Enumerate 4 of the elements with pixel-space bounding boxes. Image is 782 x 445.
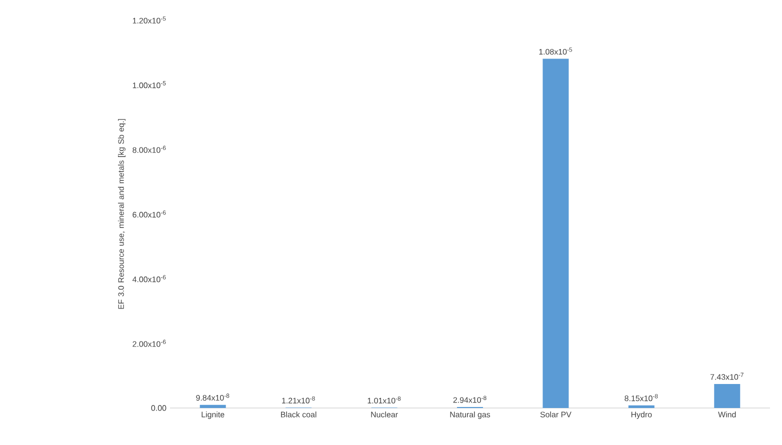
bar <box>628 405 654 408</box>
bar <box>542 58 569 408</box>
bar <box>200 404 226 408</box>
bar <box>714 384 740 408</box>
